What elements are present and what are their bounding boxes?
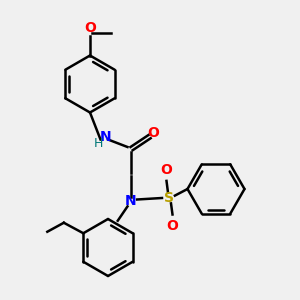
Text: O: O: [160, 163, 172, 177]
Text: O: O: [167, 219, 178, 233]
Text: N: N: [100, 130, 112, 144]
Text: O: O: [84, 20, 96, 34]
Text: O: O: [147, 126, 159, 140]
Text: N: N: [125, 194, 136, 208]
Text: H: H: [94, 137, 103, 150]
Text: S: S: [164, 191, 175, 205]
